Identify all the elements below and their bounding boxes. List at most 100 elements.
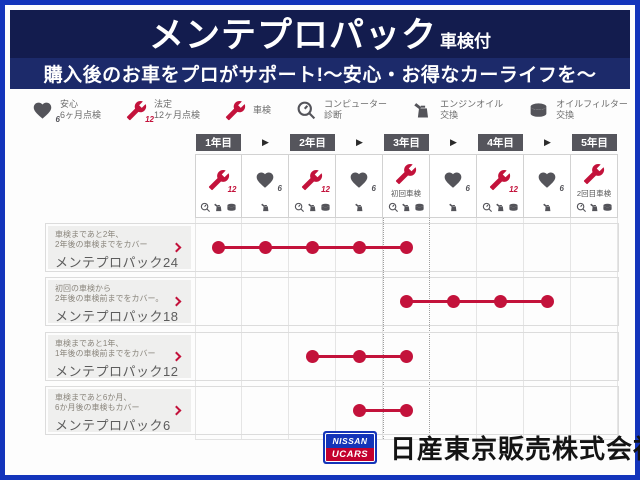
grid-column <box>524 218 571 439</box>
grid-background <box>195 218 620 440</box>
pack-desc-line1: 車検まであと2年、 <box>55 230 124 239</box>
banner: メンテプロパック 車検付 <box>10 10 630 58</box>
engine-oil-icon <box>542 202 553 213</box>
footer: NISSAN UCARS 日産東京販売株式会社 <box>323 429 640 466</box>
computer-diagnosis-icon <box>482 202 493 213</box>
pack-desc-line2: 1年後の車検前までをカバー <box>55 348 156 358</box>
legend-label: コンピューター 診断 <box>324 99 388 120</box>
computer-diagnosis-icon <box>388 202 399 213</box>
year-pill: 3年目 <box>384 133 429 151</box>
engine-oil-icon <box>448 202 459 213</box>
timeline-header: 12 6 12 6 初回車検 6 12 6 2回目車検 <box>195 154 620 218</box>
legend-label: 法定 12ヶ月点検 <box>154 99 201 120</box>
year-arrow-slot: ▶ <box>336 133 383 151</box>
wrench-icon: 12 <box>489 169 518 194</box>
coverage-dot <box>353 350 366 363</box>
legend-label: オイルフィルター 交換 <box>556 99 628 120</box>
heart-icon: 6 <box>537 170 564 193</box>
icon-count-badge: 12 <box>227 185 237 194</box>
coverage-line <box>359 409 407 412</box>
wrench-icon <box>583 163 605 185</box>
logo-inner: NISSAN UCARS <box>325 433 375 462</box>
oil-filter-icon <box>414 202 425 213</box>
wrench-icon <box>225 100 246 121</box>
pack-row: 車検まであと1年、 1年後の車検前までをカバー メンテプロパック12 <box>45 332 619 381</box>
milestone-label: 2回目車検 <box>576 189 612 198</box>
coverage-dot <box>306 241 319 254</box>
timeline-cell-inspection: 初回車検 <box>383 154 430 218</box>
timeline-cell: 6 <box>430 154 477 218</box>
coverage-line <box>406 300 548 303</box>
legend-item: オイルフィルター 交換 <box>528 99 628 121</box>
heart-icon: 6 <box>255 170 282 193</box>
computer-diagnosis-icon <box>576 202 587 213</box>
arrow-right-icon: ▶ <box>450 136 457 147</box>
pack-row: 車検まであと6か月、 6か月後の車検もカバーメンテプロパック6 <box>45 386 619 435</box>
legend-item: 12 法定 12ヶ月点検 <box>126 99 201 124</box>
tagline-bar: 購入後のお車をプロがサポート!〜安心・お得なカーライフを〜 <box>10 58 630 89</box>
logo-ucars-text: UCARS <box>326 448 374 461</box>
nissan-ucars-logo: NISSAN UCARS <box>323 431 377 464</box>
pack-desc-line2: 6か月後の車検もカバー <box>55 402 140 412</box>
timeline-cell: 12 <box>195 154 242 218</box>
engine-oil-icon <box>589 202 600 213</box>
banner-badge: 車検付 <box>440 32 491 51</box>
arrow-right-icon: ▶ <box>544 136 551 147</box>
engine-oil-icon <box>260 202 271 213</box>
timeline-cell: 12 <box>289 154 336 218</box>
oil-filter-icon <box>528 100 549 121</box>
wrench-icon <box>395 163 417 185</box>
pack-label-box[interactable]: 車検まであと6か月、 6か月後の車検もカバーメンテプロパック6 <box>48 389 191 433</box>
engine-oil-icon <box>307 202 318 213</box>
timeline-cell: 6 <box>524 154 571 218</box>
year-pill: 1年目 <box>196 133 241 151</box>
year-pill: 2年目 <box>290 133 335 151</box>
coverage-track <box>195 224 618 271</box>
pack-name: メンテプロパック6 <box>55 418 171 433</box>
legend-label: 車検 <box>253 104 272 115</box>
icon-count-badge: 12 <box>145 114 155 124</box>
timeline-cell: 12 <box>477 154 524 218</box>
year-slot: 5年目 <box>571 133 618 151</box>
timeline-cell: 6 <box>242 154 289 218</box>
coverage-track <box>195 387 618 434</box>
oil-filter-icon <box>508 202 519 213</box>
computer-diagnosis-icon <box>200 202 211 213</box>
oil-filter-icon <box>602 202 613 213</box>
year-slot: 4年目 <box>477 133 524 151</box>
grid-column <box>336 218 383 439</box>
engine-oil-icon <box>495 202 506 213</box>
legend: 6 安心 6ヶ月点検 12 法定 12ヶ月点検 車検 コンピューター 診断 エンジンオイル 交換 オイ… <box>32 93 628 127</box>
oil-filter-icon <box>320 202 331 213</box>
heart-icon: 6 <box>443 170 470 193</box>
legend-item: 6 安心 6ヶ月点検 <box>32 99 101 124</box>
grid-column <box>477 218 524 439</box>
oil-filter-icon <box>226 202 237 213</box>
heart-icon: 6 <box>32 100 60 124</box>
pack-desc-line1: 車検まであと6か月、 <box>55 393 132 402</box>
pack-name: メンテプロパック18 <box>55 309 179 324</box>
pack-desc-line2: 2年後の車検前までをカバー。 <box>55 293 164 303</box>
coverage-dot <box>400 241 413 254</box>
pack-label-box[interactable]: 初回の車検から 2年後の車検前までをカバー。 メンテプロパック18 <box>48 280 191 324</box>
coverage-dot <box>353 241 366 254</box>
year-arrow-slot: ▶ <box>242 133 289 151</box>
arrow-right-icon: ▶ <box>356 136 363 147</box>
coverage-dot <box>212 241 225 254</box>
pack-label-box[interactable]: 車検まであと1年、 1年後の車検前までをカバー メンテプロパック12 <box>48 335 191 379</box>
milestone-label: 初回車検 <box>391 189 421 198</box>
coverage-dot <box>353 404 366 417</box>
icon-count-badge: 12 <box>509 185 518 194</box>
icon-count-badge: 6 <box>465 184 470 193</box>
coverage-track <box>195 333 618 380</box>
coverage-dot <box>494 295 507 308</box>
coverage-dot <box>259 241 272 254</box>
engine-oil-icon <box>213 202 224 213</box>
year-arrow-slot: ▶ <box>524 133 571 151</box>
pack-label-box[interactable]: 車検まであと2年、 2年後の車検までをカバー メンテプロパック24 <box>48 226 191 270</box>
computer-diagnosis-icon <box>296 100 317 121</box>
engine-oil-icon <box>401 202 412 213</box>
pack-name: メンテプロパック24 <box>55 255 179 270</box>
grid-column <box>195 218 242 439</box>
icon-count-badge: 6 <box>371 184 376 193</box>
